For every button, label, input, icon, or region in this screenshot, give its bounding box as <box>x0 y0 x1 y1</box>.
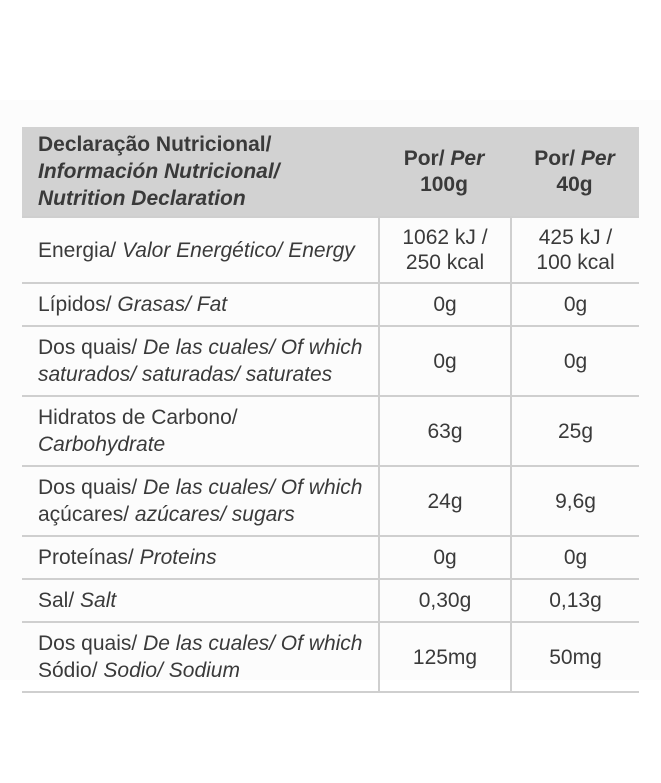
value-per-100g-fat: 0g <box>378 284 510 325</box>
value-per-100g-carbohydrate: 63g <box>378 397 510 465</box>
value-per-40g-sodium: 50mg <box>510 623 639 691</box>
value-text: 0g <box>433 546 457 569</box>
value-per-40g-energy: 425 kJ /100 kcal <box>510 218 639 282</box>
value-per-100g-saturates: 0g <box>378 327 510 395</box>
text-segment-italic: azúcares/ sugars <box>134 503 295 526</box>
text-segment-italic: Carbohydrate <box>38 433 166 456</box>
text-segment-italic: De las cuales/ Of which <box>143 336 363 359</box>
value-per-40g-fat: 0g <box>510 284 639 325</box>
text-segment-italic: Per <box>450 146 485 170</box>
value-text: 0g <box>563 293 588 316</box>
text-segment: Sódio/ <box>38 659 104 682</box>
text-segment-italic: De las cuales/ Of which <box>143 476 363 499</box>
text-segment: Por/ <box>403 146 451 170</box>
table-row-carbohydrate: Hidratos de Carbono/ Carbohydrate 63g 25g <box>22 395 639 465</box>
text-segment: Sal/ <box>38 589 81 612</box>
value-per-40g-protein: 0g <box>510 537 639 578</box>
table-header: Declaração Nutricional/Información Nutri… <box>22 127 639 216</box>
text-segment: Proteínas/ <box>38 546 140 569</box>
value-per-100g-sodium: 125mg <box>378 623 510 691</box>
text-segment-italic: Sodio/ Sodium <box>103 659 240 682</box>
value-per-40g-sugars: 9,6g <box>510 467 639 535</box>
value-text: 0,30g <box>418 589 472 612</box>
value-per-40g-saturates: 0g <box>510 327 639 395</box>
text-segment-italic: Proteins <box>139 546 217 569</box>
table-row-sugars: Dos quais/ De las cuales/ Of which açúcar… <box>22 465 639 535</box>
text-segment-italic: Valor Energético/ Energy <box>122 238 355 262</box>
text-segment: Por/ <box>534 146 581 170</box>
text-segment-italic: De las cuales/ Of which <box>143 632 363 655</box>
text-segment: Hidratos de Carbono/ <box>38 406 238 429</box>
value-text: 0g <box>433 293 457 316</box>
value-per-100g-protein: 0g <box>378 537 510 578</box>
text-segment: Lípidos/ <box>38 293 118 316</box>
text-segment-italic: Información Nutricional/ <box>38 160 280 183</box>
value-text: 0g <box>563 546 588 569</box>
header-col-per-40g: Por/ Per 40g <box>510 146 639 198</box>
text-segment-italic: Per <box>580 146 615 170</box>
text-segment: Dos quais/ <box>38 632 144 655</box>
value-text: 25g <box>557 419 594 443</box>
value-text: 0g <box>563 349 588 373</box>
value-text: 24g <box>427 489 463 513</box>
text-segment: 40g <box>556 172 593 196</box>
table-row-energy: Energia/ Valor Energético/ Energy 1062 kJ… <box>22 216 639 282</box>
value-text: 0,13g <box>549 589 602 612</box>
value-text: 425 kJ /100 kcal <box>536 226 615 274</box>
value-text: 50mg <box>549 645 602 669</box>
value-per-100g-energy: 1062 kJ /250 kcal <box>378 218 510 282</box>
table-body: Energia/ Valor Energético/ Energy 1062 kJ… <box>22 216 639 693</box>
text-segment: Energia/ <box>38 238 123 262</box>
value-text: 0g <box>433 349 457 373</box>
table-row-sodium: Dos quais/ De las cuales/ Of which Sódio/… <box>22 621 639 691</box>
row-label-fat: Lípidos/ Grasas/ Fat <box>22 284 378 325</box>
value-text: 1062 kJ /250 kcal <box>402 226 488 274</box>
row-label-saturates: Dos quais/ De las cuales/ Of which satura… <box>22 327 378 395</box>
value-text: 9,6g <box>555 489 596 513</box>
table-row-saturates: Dos quais/ De las cuales/ Of which satura… <box>22 325 639 395</box>
row-label-sodium: Dos quais/ De las cuales/ Of which Sódio/… <box>22 623 378 691</box>
value-text: 63g <box>427 419 463 443</box>
row-label-protein: Proteínas/ Proteins <box>22 537 378 578</box>
value-per-100g-sugars: 24g <box>378 467 510 535</box>
table-row-salt: Sal/ Salt 0,30g 0,13g <box>22 578 639 621</box>
text-segment: açúcares/ <box>38 503 135 526</box>
table-row-protein: Proteínas/ Proteins 0g 0g <box>22 535 639 578</box>
row-label-salt: Sal/ Salt <box>22 580 378 621</box>
value-per-40g-carbohydrate: 25g <box>510 397 639 465</box>
row-label-carbohydrate: Hidratos de Carbono/ Carbohydrate <box>22 397 378 465</box>
nutrition-table: Declaração Nutricional/Información Nutri… <box>22 127 639 693</box>
text-segment-italic: Grasas/ Fat <box>117 293 228 316</box>
text-segment-italic: Salt <box>80 589 117 612</box>
text-segment: Dos quais/ <box>38 336 144 359</box>
text-segment: 100g <box>420 172 468 196</box>
value-text: 125mg <box>412 645 478 669</box>
row-label-energy: Energia/ Valor Energético/ Energy <box>22 230 378 271</box>
value-per-100g-salt: 0,30g <box>378 580 510 621</box>
text-segment: Declaração Nutricional/ <box>38 133 272 156</box>
text-segment-italic: Nutrition Declaration <box>38 187 246 210</box>
text-segment-italic: saturados/ saturadas/ saturates <box>38 363 333 386</box>
row-label-sugars: Dos quais/ De las cuales/ Of which açúcar… <box>22 467 378 535</box>
value-per-40g-salt: 0,13g <box>510 580 639 621</box>
table-row-fat: Lípidos/ Grasas/ Fat 0g 0g <box>22 282 639 325</box>
header-col-per-100g: Por/ Per 100g <box>378 146 510 198</box>
header-title: Declaração Nutricional/Información Nutri… <box>22 127 378 216</box>
text-segment: Dos quais/ <box>38 476 144 499</box>
